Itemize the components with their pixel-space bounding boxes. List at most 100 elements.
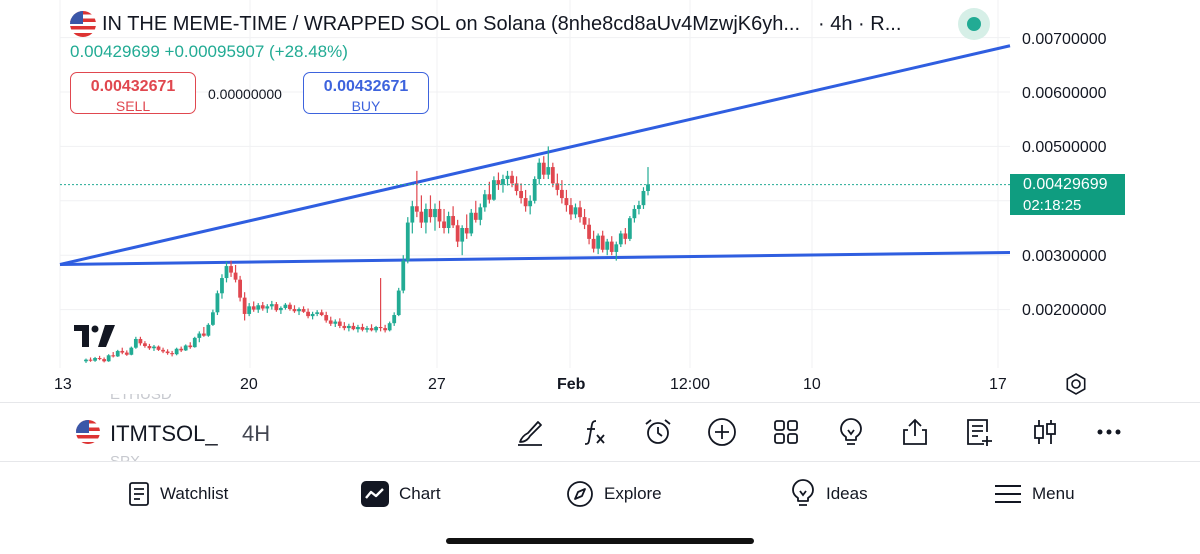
function-icon[interactable] bbox=[578, 416, 610, 448]
candle-body bbox=[133, 338, 138, 348]
spread-value: 0.00000000 bbox=[208, 86, 282, 102]
candle-body bbox=[143, 343, 147, 347]
time-axis-label: 13 bbox=[54, 376, 72, 393]
market-status-icon[interactable] bbox=[958, 8, 990, 40]
candle-body bbox=[559, 189, 564, 199]
candlestick-chart[interactable] bbox=[0, 0, 1200, 402]
home-indicator bbox=[446, 538, 754, 544]
candle-body bbox=[446, 216, 451, 228]
nav-explore[interactable]: Explore bbox=[566, 481, 662, 507]
buy-button[interactable]: 0.00432671 BUY bbox=[303, 72, 429, 114]
more-icon[interactable] bbox=[1093, 416, 1125, 448]
candle-body bbox=[550, 167, 555, 184]
candle-body bbox=[165, 351, 170, 354]
candle-body bbox=[637, 205, 641, 209]
symbol-flag-icon bbox=[76, 420, 100, 444]
nav-ideas[interactable]: Ideas bbox=[790, 479, 868, 507]
candle-body bbox=[215, 293, 220, 313]
candles bbox=[84, 146, 650, 363]
candle-body bbox=[342, 325, 347, 329]
chart-title-row[interactable]: IN THE MEME-TIME / WRAPPED SOL on Solana… bbox=[70, 11, 901, 37]
candle-body bbox=[546, 167, 551, 175]
candle-body bbox=[564, 198, 569, 206]
nav-chart[interactable]: Chart bbox=[361, 481, 441, 507]
candle-body bbox=[442, 221, 446, 228]
candle-body bbox=[319, 312, 324, 316]
chart-grid bbox=[59, 0, 1010, 368]
candle-body bbox=[591, 238, 596, 249]
us-flag-icon bbox=[70, 11, 96, 37]
buy-price: 0.00432671 bbox=[323, 78, 409, 95]
candle-body bbox=[374, 327, 378, 331]
candle-body bbox=[315, 312, 320, 314]
time-axis-label: 12:00 bbox=[670, 376, 711, 393]
plus-circle-icon[interactable] bbox=[706, 416, 738, 448]
nav-menu[interactable]: Menu bbox=[994, 481, 1075, 507]
nav-watchlist-label: Watchlist bbox=[160, 484, 229, 503]
nav-watchlist[interactable]: Watchlist bbox=[128, 481, 228, 507]
candle-body bbox=[179, 348, 184, 351]
chart-toolbar: ITMTSOL_ 4H SPX bbox=[0, 402, 1200, 462]
candle-body bbox=[641, 191, 646, 206]
chart-area[interactable]: IN THE MEME-TIME / WRAPPED SOL on Solana… bbox=[0, 0, 1200, 402]
candle-body bbox=[324, 315, 329, 321]
candle-body bbox=[170, 353, 175, 355]
time-axis-label: 17 bbox=[989, 376, 1007, 393]
symbol-name[interactable]: ITMTSOL_ bbox=[110, 421, 218, 446]
candle-body bbox=[537, 162, 542, 180]
candle-body bbox=[505, 175, 510, 180]
last-price-tag: 0.00429699 02:18:25 bbox=[1010, 174, 1125, 215]
candle-body bbox=[632, 208, 637, 219]
candle-body bbox=[292, 309, 297, 312]
price-axis-label: 0.00700000 bbox=[1022, 31, 1107, 48]
candles-icon[interactable] bbox=[1029, 416, 1061, 448]
nav-chart-label: Chart bbox=[399, 484, 441, 503]
candle-body bbox=[197, 333, 202, 338]
notes-icon[interactable] bbox=[963, 416, 995, 448]
nav-ideas-label: Ideas bbox=[826, 484, 868, 503]
candle-body bbox=[115, 350, 120, 357]
candle-body bbox=[238, 279, 242, 298]
candle-body bbox=[519, 191, 523, 199]
candle-body bbox=[541, 162, 546, 175]
candle-body bbox=[174, 348, 179, 355]
sell-price: 0.00432671 bbox=[90, 78, 176, 95]
candle-body bbox=[152, 346, 156, 349]
trendlines bbox=[59, 44, 1011, 266]
candle-body bbox=[310, 313, 315, 317]
candle-body bbox=[97, 358, 102, 360]
ideas-lightbulb-icon bbox=[792, 479, 814, 506]
candle-body bbox=[510, 175, 514, 184]
candle-body bbox=[201, 333, 206, 336]
candle-body bbox=[260, 305, 265, 309]
chart-settings-icon[interactable] bbox=[1064, 372, 1088, 396]
grid-icon[interactable] bbox=[770, 416, 802, 448]
candle-body bbox=[469, 212, 474, 234]
candle-body bbox=[414, 206, 419, 212]
lightbulb-icon[interactable] bbox=[835, 416, 867, 448]
share-icon[interactable] bbox=[899, 416, 931, 448]
candle-body bbox=[405, 222, 410, 261]
price-change: 0.00429699 +0.00095907 (+28.48%) bbox=[70, 42, 348, 61]
sell-button[interactable]: 0.00432671 SELL bbox=[70, 72, 196, 114]
time-axis-label: 20 bbox=[240, 376, 258, 393]
trendline bbox=[59, 250, 1011, 266]
candle-body bbox=[306, 311, 310, 317]
candle-body bbox=[487, 194, 492, 200]
candle-body bbox=[251, 306, 256, 310]
candle-body bbox=[614, 244, 619, 252]
candle-body bbox=[514, 183, 519, 192]
bar-countdown: 02:18:25 bbox=[1023, 197, 1082, 214]
candle-body bbox=[578, 207, 582, 218]
price-axis-label: 0.00300000 bbox=[1022, 248, 1107, 265]
alarm-icon[interactable] bbox=[642, 416, 674, 448]
candle-body bbox=[464, 228, 469, 234]
brush-icon[interactable] bbox=[514, 416, 546, 448]
candle-body bbox=[392, 315, 397, 324]
watchlist-icon bbox=[129, 482, 149, 506]
candle-body bbox=[88, 359, 93, 361]
candle-body bbox=[424, 208, 428, 223]
candle-body bbox=[229, 266, 233, 273]
trendline bbox=[59, 44, 1011, 266]
interval-selector[interactable]: 4H bbox=[242, 421, 271, 446]
